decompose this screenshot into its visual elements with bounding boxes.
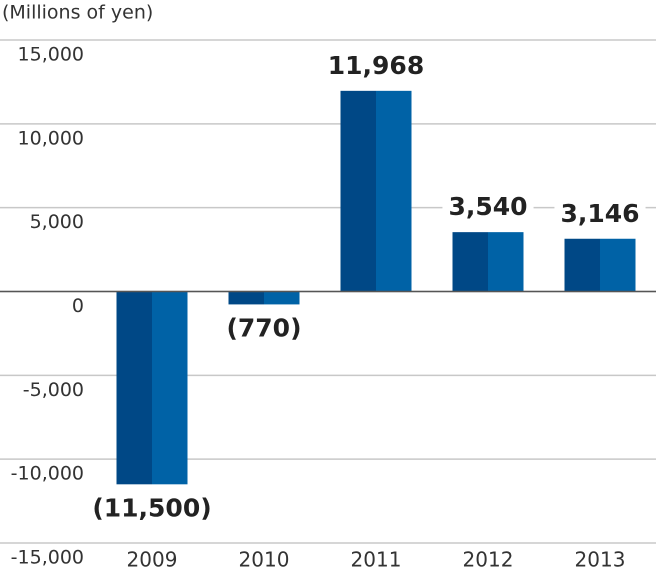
value-label: (11,500) (92, 493, 211, 522)
value-label: 3,540 (448, 192, 527, 221)
y-tick-label: -5,000 (23, 379, 84, 401)
y-tick-label: -10,000 (11, 463, 84, 485)
value-label: (770) (226, 313, 301, 342)
value-label: 3,146 (560, 199, 639, 228)
label-background (554, 198, 646, 228)
bar (452, 232, 524, 292)
label-background (220, 313, 308, 343)
x-tick-label: 2009 (127, 548, 178, 572)
label-background (321, 50, 431, 80)
value-label: 11,968 (328, 51, 424, 80)
x-tick-label: 2010 (239, 548, 290, 572)
bar (228, 291, 300, 305)
bar (340, 90, 412, 292)
label-background (442, 192, 534, 222)
y-tick-label: 15,000 (18, 44, 84, 66)
label-background (86, 493, 218, 523)
y-tick-label: 5,000 (30, 211, 84, 233)
y-tick-label: 0 (72, 295, 84, 317)
y-axis-label: (Millions of yen) (2, 2, 153, 24)
x-tick-label: 2012 (463, 548, 514, 572)
x-tick-label: 2011 (351, 548, 402, 572)
y-tick-label: -15,000 (11, 547, 84, 569)
y-tick-label: 10,000 (18, 127, 84, 149)
bar (564, 238, 636, 292)
x-tick-label: 2013 (575, 548, 626, 572)
bar (116, 291, 188, 485)
